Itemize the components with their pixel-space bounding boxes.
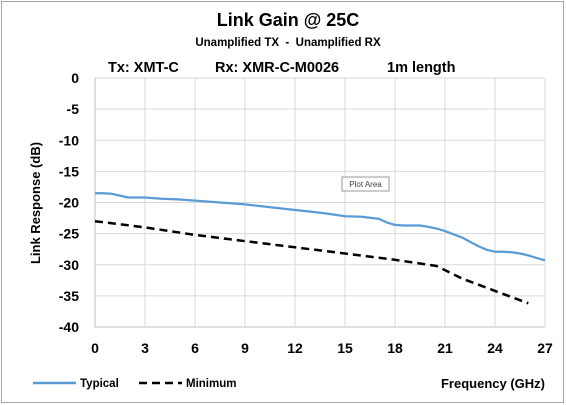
x-tick-label: 0 (91, 340, 99, 356)
series-lines (94, 192, 546, 305)
series-line-minimum (94, 219, 529, 305)
y-tick-label: -30 (59, 257, 79, 273)
legend-label-typical: Typical (80, 378, 119, 390)
y-tick-label: -20 (59, 195, 79, 211)
tooltip-text: Plot Area (349, 180, 382, 189)
x-tick-labels: 0 3 6 9 12 15 18 21 24 27 (91, 340, 553, 356)
legend-label-minimum: Minimum (186, 378, 236, 390)
y-tick-label: -10 (59, 132, 79, 148)
y-tick-label: -25 (59, 226, 79, 242)
y-axis-label: Link Response (dB) (28, 142, 43, 264)
plot-area-tooltip: Plot Area (341, 176, 390, 192)
tx-label: Tx: XMT-C (108, 60, 179, 76)
x-tick-label: 21 (437, 340, 453, 356)
x-tick-label: 9 (241, 340, 249, 356)
x-tick-label: 12 (287, 340, 303, 356)
x-tick-label: 6 (191, 340, 199, 356)
y-tick-label: -35 (59, 288, 79, 304)
y-tick-label: -5 (67, 101, 80, 117)
x-tick-label: 27 (537, 340, 553, 356)
chart-title: Link Gain @ 25C (217, 10, 360, 30)
y-tick-label: -15 (59, 163, 79, 179)
rx-label: Rx: XMR-C-M0026 (215, 60, 339, 76)
y-tick-labels: 0 -5 -10 -15 -20 -25 -30 -35 -40 (59, 70, 79, 335)
tooltip-box (341, 176, 390, 192)
plot-axes (94, 78, 545, 328)
x-tick-label: 15 (337, 340, 353, 356)
length-label: 1m length (387, 60, 455, 76)
x-tick-label: 3 (141, 340, 149, 356)
y-tick-label: 0 (71, 70, 79, 86)
x-tick-label: 24 (487, 340, 503, 356)
gridlines (94, 77, 546, 328)
y-tick-label: -40 (59, 319, 79, 335)
x-axis-label: Frequency (GHz) (441, 376, 545, 391)
series-line-typical (95, 192, 546, 262)
chart-subtitle: Unamplified TX - Unamplified RX (195, 37, 381, 49)
x-tick-label: 18 (387, 340, 403, 356)
legend: Typical Minimum (33, 378, 236, 390)
